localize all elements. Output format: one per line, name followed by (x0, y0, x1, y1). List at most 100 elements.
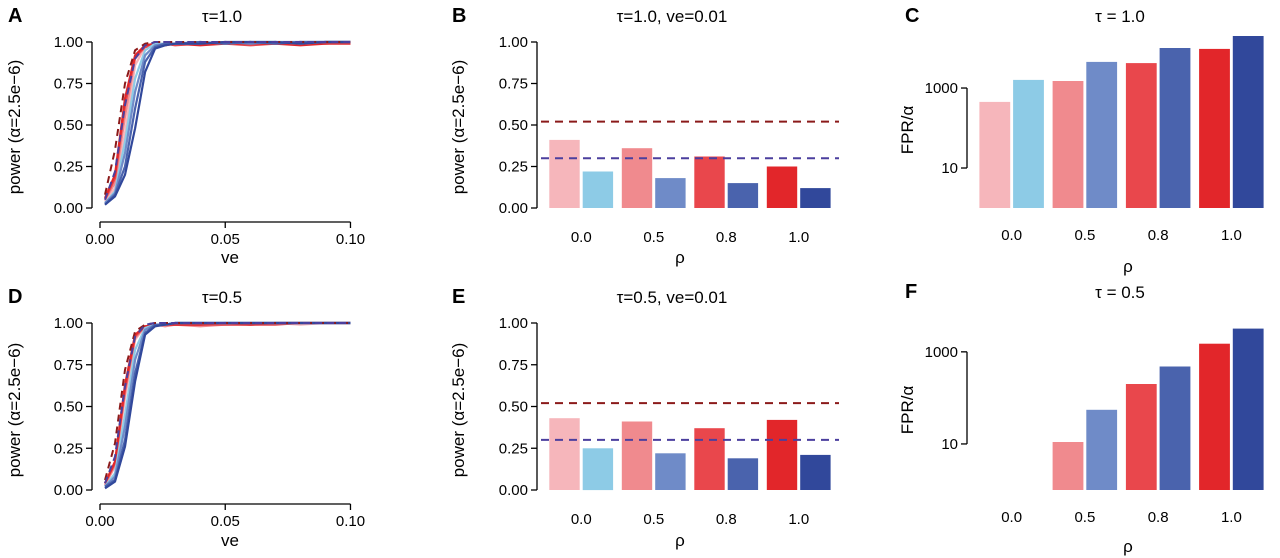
panel-a-title: τ=1.0 (202, 7, 242, 26)
panel-b-bar (727, 183, 759, 208)
panel-d-xlabel: ve (221, 531, 239, 550)
panel-e: E τ=0.5, ve=0.01 ρ power (α=2.5e−6) 0.00… (449, 286, 839, 550)
panel-a: A τ=1.0 ve power (α=2.5e−6) 0.00 0.25 0.50… (5, 5, 365, 267)
panel-a-xtick-label: 0.00 (85, 231, 114, 248)
panel-a-ytick-label: 0.00 (54, 200, 83, 217)
panel-c-xtick-label: 0.0 (1001, 227, 1022, 244)
panel-b-bar (655, 178, 686, 208)
panel-e-xtick-label: 0.8 (716, 511, 737, 528)
panel-f-bar (1232, 328, 1264, 490)
panel-label-b: B (452, 5, 466, 27)
panel-e-title: τ=0.5, ve=0.01 (617, 288, 728, 307)
panel-c-ytick-label: 1000 (925, 80, 958, 97)
panel-b-ytick-label: 0.25 (499, 159, 528, 176)
panel-a-ylabel: power (α=2.5e−6) (5, 60, 24, 195)
panel-a-series-line (104, 40, 351, 204)
panel-e-ytick-label: 0.00 (499, 482, 528, 499)
panel-a-ytick-label: 1.00 (54, 34, 83, 51)
panel-e-bar (621, 421, 653, 490)
panel-c: C τ = 1.0 ρ FPR/α 10 1000 0.0 0.5 0.8 1.0 (898, 5, 1264, 276)
panel-c-xtick-label: 0.8 (1148, 227, 1169, 244)
panel-f-ytick-label: 1000 (925, 344, 958, 361)
panel-e-bar (655, 453, 686, 490)
panel-label-a: A (8, 5, 22, 27)
panel-a-ytick-label: 0.75 (54, 76, 83, 93)
panel-f-xtick-label: 0.5 (1074, 509, 1095, 526)
panel-a-series-line (104, 40, 351, 206)
panel-label-f: F (905, 281, 917, 303)
panel-b-ytick-label: 0.75 (499, 76, 528, 93)
panel-e-bar (549, 418, 580, 490)
panel-c-bar (1125, 63, 1157, 208)
panel-c-bar (979, 101, 1011, 208)
panel-e-ytick-label: 0.50 (499, 399, 528, 416)
panel-b-ytick-label: 1.00 (499, 34, 528, 51)
panel-e-bar (582, 448, 614, 491)
panel-d-ytick-label: 1.00 (54, 315, 83, 332)
panel-c-xlabel: ρ (1123, 257, 1133, 276)
panel-f-bar (1159, 366, 1191, 490)
panel-e-bar (766, 419, 798, 490)
panel-f-bar (1125, 384, 1157, 490)
panel-f-xlabel: ρ (1123, 537, 1133, 556)
panel-e-xtick-label: 1.0 (788, 511, 809, 528)
panel-c-title: τ = 1.0 (1095, 7, 1145, 26)
panel-e-bar (727, 458, 759, 490)
panel-label-d: D (8, 286, 22, 308)
panel-b-xlabel: ρ (675, 248, 685, 267)
panel-f-xtick-label: 0.8 (1148, 509, 1169, 526)
panel-c-bar (1052, 81, 1084, 208)
panel-d-ytick-label: 0.75 (54, 357, 83, 374)
panel-b-bar (549, 139, 580, 208)
panel-d-reference-line (104, 322, 351, 484)
panel-e-ytick-label: 0.25 (499, 440, 528, 457)
panel-b-ylabel: power (α=2.5e−6) (449, 60, 468, 195)
panel-b-xtick-label: 0.0 (571, 229, 592, 246)
panel-b-ytick-label: 0.00 (499, 200, 528, 217)
panel-b-bar (694, 156, 725, 208)
panel-a-xtick-label: 0.10 (336, 231, 365, 248)
panel-b-bar (582, 171, 614, 208)
panel-b-xtick-label: 1.0 (788, 229, 809, 246)
panel-f-bar (1052, 442, 1084, 490)
panel-c-xtick-label: 0.5 (1074, 227, 1095, 244)
panel-b: B τ=1.0, ve=0.01 ρ power (α=2.5e−6) 0.00… (449, 5, 839, 267)
panel-e-bar (694, 428, 725, 490)
panel-f-bar (1199, 343, 1230, 490)
panel-d-xtick-label: 0.10 (336, 513, 365, 530)
panel-d-ytick-label: 0.25 (54, 440, 83, 457)
panel-b-bar (766, 166, 798, 208)
panel-label-c: C (905, 5, 919, 27)
panel-a-reference-line (104, 41, 351, 201)
panel-c-bar (1232, 36, 1264, 208)
panel-a-reference-line (104, 41, 351, 195)
panel-b-title: τ=1.0, ve=0.01 (617, 7, 728, 26)
panel-e-xtick-label: 0.0 (571, 511, 592, 528)
panel-d-xtick-label: 0.00 (85, 513, 114, 530)
panel-f-bar (1086, 409, 1118, 490)
panel-b-bar (621, 148, 653, 208)
panel-e-ytick-label: 1.00 (499, 315, 528, 332)
panel-c-bar (1199, 48, 1230, 209)
panel-f-xtick-label: 0.0 (1001, 509, 1022, 526)
panel-c-bar (1013, 79, 1044, 209)
panel-a-ytick-label: 0.50 (54, 117, 83, 134)
panel-e-ylabel: power (α=2.5e−6) (449, 343, 468, 478)
panel-d-ytick-label: 0.00 (54, 482, 83, 499)
panel-e-xlabel: ρ (675, 531, 685, 550)
panel-d-title: τ=0.5 (202, 288, 242, 307)
panel-f: F τ = 0.5 ρ FPR/α 10 1000 0.0 0.5 0.8 1.0 (898, 281, 1264, 556)
panel-e-xtick-label: 0.5 (643, 511, 664, 528)
panel-a-ytick-label: 0.25 (54, 159, 83, 176)
panel-label-e: E (452, 286, 465, 308)
panel-a-xtick-label: 0.05 (211, 231, 240, 248)
panel-f-ytick-label: 10 (941, 436, 958, 453)
panel-d-xtick-label: 0.05 (211, 513, 240, 530)
panel-c-xtick-label: 1.0 (1221, 227, 1242, 244)
panel-a-xlabel: ve (221, 248, 239, 267)
panel-c-bar (1159, 48, 1191, 208)
panel-f-ylabel: FPR/α (898, 386, 917, 435)
panel-c-bar (1086, 61, 1118, 209)
panel-d-ylabel: power (α=2.5e−6) (5, 343, 24, 478)
